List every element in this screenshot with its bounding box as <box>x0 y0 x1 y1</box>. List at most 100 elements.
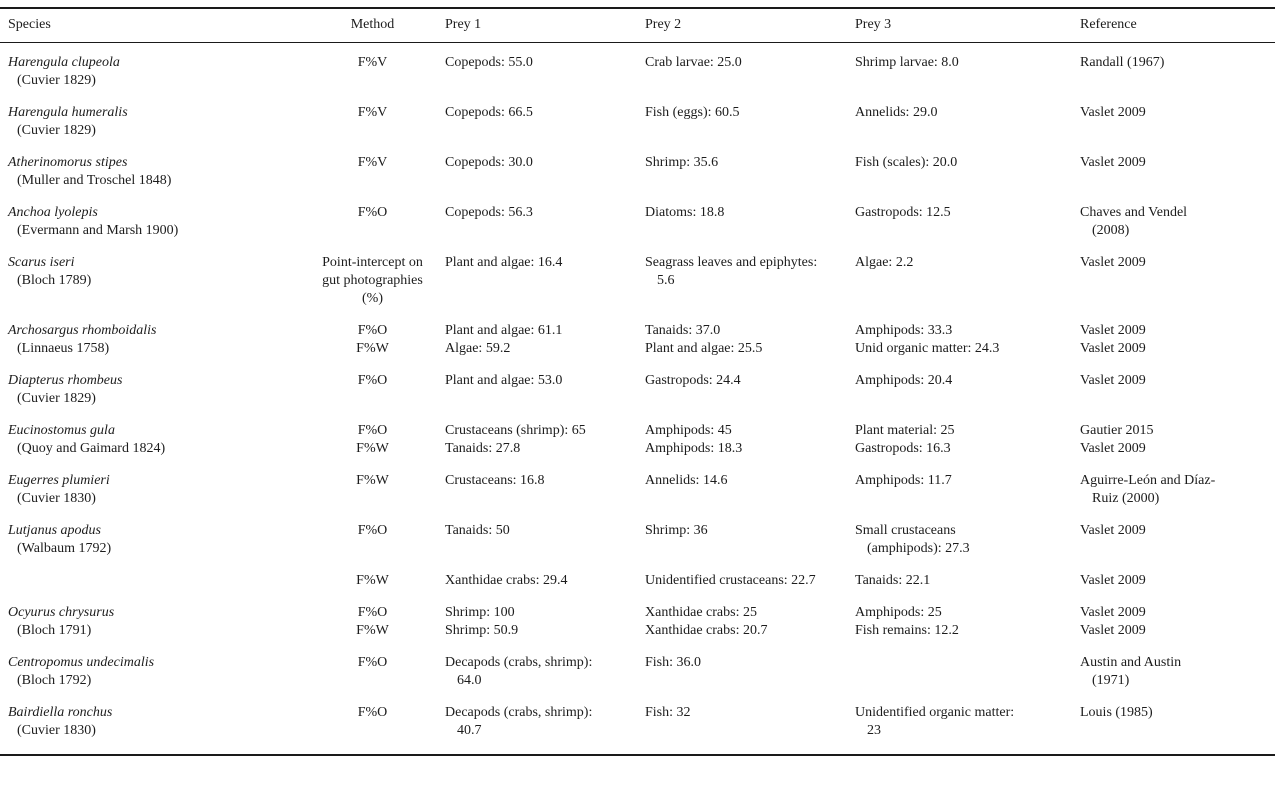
prey2-entry: Fish: 36.0 <box>645 655 702 670</box>
cell-prey1: Decapods (crabs, shrimp): 40.7 <box>445 704 645 755</box>
reference-entry: Randall (1967) <box>1080 55 1165 70</box>
cell-method: F%V <box>300 154 445 204</box>
cell-species: Eugerres plumieri (Cuvier 1830) <box>0 472 300 522</box>
method-value: F%O <box>357 423 388 438</box>
species-name: Diapterus rhombeus <box>8 373 123 388</box>
species-authority: (Bloch 1789) <box>17 273 92 288</box>
cell-prey3 <box>855 654 1080 704</box>
cell-method: F%V <box>300 43 445 105</box>
prey1-entry: Shrimp: 50.9 <box>445 623 519 638</box>
cell-prey2: Amphipods: 45 Amphipods: 18.3 <box>645 422 855 472</box>
cell-prey3: Amphipods: 33.3 Unid organic matter: 24.3 <box>855 322 1080 372</box>
prey2-entry: Fish (eggs): 60.5 <box>645 105 740 120</box>
method-value: F%W <box>356 441 389 456</box>
table-row: Eugerres plumieri (Cuvier 1830) F%W Crustac… <box>0 472 1275 522</box>
reference-entry: Louis (1985) <box>1080 705 1153 720</box>
cell-reference: Chaves and Vendel (2008) <box>1080 204 1275 254</box>
cell-species: Diapterus rhombeus (Cuvier 1829) <box>0 372 300 422</box>
cell-prey3: Amphipods: 25 Fish remains: 12.2 <box>855 604 1080 654</box>
prey2-entry: Shrimp: 35.6 <box>645 155 719 170</box>
cell-reference: Austin and Austin (1971) <box>1080 654 1275 704</box>
species-name: Atherinomorus stipes <box>8 155 128 170</box>
table-row: Archosargus rhomboidalis (Linnaeus 1758) F… <box>0 322 1275 372</box>
species-name: Eugerres plumieri <box>8 473 110 488</box>
species-name: Harengula humeralis <box>8 105 128 120</box>
cell-reference: Vaslet 2009 <box>1080 572 1275 604</box>
prey2-entry: Plant and algae: 25.5 <box>645 341 763 356</box>
cell-prey3: Tanaids: 22.1 <box>855 572 1080 604</box>
method-value: F%O <box>357 655 388 670</box>
cell-reference: Vaslet 2009 <box>1080 104 1275 154</box>
cell-method: F%O <box>300 204 445 254</box>
cell-species: Lutjanus apodus (Walbaum 1792) <box>0 522 300 572</box>
cell-prey2: Diatoms: 18.8 <box>645 204 855 254</box>
column-header-prey1: Prey 1 <box>445 8 645 43</box>
prey2-entry: Diatoms: 18.8 <box>645 205 725 220</box>
reference-entry: Vaslet 2009 <box>1080 441 1146 456</box>
species-name: Archosargus rhomboidalis <box>8 323 157 338</box>
cell-prey2: Xanthidae crabs: 25 Xanthidae crabs: 20.7 <box>645 604 855 654</box>
species-authority: (Cuvier 1829) <box>17 73 96 88</box>
prey2-entry: Xanthidae crabs: 20.7 <box>645 623 768 638</box>
method-value: F%W <box>356 341 389 356</box>
prey2-entry: Amphipods: 18.3 <box>645 441 743 456</box>
prey1-entry: Copepods: 56.3 <box>445 205 533 220</box>
prey1-entry: Shrimp: 100 <box>445 605 515 620</box>
prey2-entry: Amphipods: 45 <box>645 423 732 438</box>
prey3-entry: Amphipods: 33.3 <box>855 323 953 338</box>
cell-prey2: Gastropods: 24.4 <box>645 372 855 422</box>
reference-entry: Vaslet 2009 <box>1080 105 1146 120</box>
prey1-entry: Decapods (crabs, shrimp): 64.0 <box>445 655 593 688</box>
cell-species: Atherinomorus stipes (Muller and Troschel… <box>0 154 300 204</box>
reference-entry: Vaslet 2009 <box>1080 255 1146 270</box>
cell-prey2: Tanaids: 37.0 Plant and algae: 25.5 <box>645 322 855 372</box>
prey3-entry: Gastropods: 16.3 <box>855 441 951 456</box>
species-authority: (Walbaum 1792) <box>17 541 112 556</box>
reference-entry: Vaslet 2009 <box>1080 605 1146 620</box>
cell-prey2: Fish: 32 <box>645 704 855 755</box>
cell-reference: Vaslet 2009 Vaslet 2009 <box>1080 604 1275 654</box>
cell-method: Point-intercept on gut photographies (%) <box>300 254 445 322</box>
prey1-entry: Xanthidae crabs: 29.4 <box>445 573 568 588</box>
prey3-entry: Tanaids: 22.1 <box>855 573 931 588</box>
cell-prey1: Copepods: 66.5 <box>445 104 645 154</box>
column-header-reference: Reference <box>1080 8 1275 43</box>
table-row: Diapterus rhombeus (Cuvier 1829) F%O Plant … <box>0 372 1275 422</box>
species-name: Centropomus undecimalis <box>8 655 155 670</box>
table-row: Harengula humeralis (Cuvier 1829) F%V Copep… <box>0 104 1275 154</box>
species-authority: (Cuvier 1830) <box>17 723 96 738</box>
cell-prey3: Amphipods: 20.4 <box>855 372 1080 422</box>
cell-reference: Vaslet 2009 <box>1080 254 1275 322</box>
cell-species: Centropomus undecimalis (Bloch 1792) <box>0 654 300 704</box>
cell-prey1: Plant and algae: 61.1 Algae: 59.2 <box>445 322 645 372</box>
prey3-entry: Amphipods: 11.7 <box>855 473 952 488</box>
reference-entry: Vaslet 2009 <box>1080 155 1146 170</box>
cell-species: Bairdiella ronchus (Cuvier 1830) <box>0 704 300 755</box>
prey1-entry: Crustaceans (shrimp): 65 <box>445 423 586 438</box>
prey3-entry: Amphipods: 25 <box>855 605 942 620</box>
table-row: Atherinomorus stipes (Muller and Troschel… <box>0 154 1275 204</box>
method-value: Point-intercept on gut photographies (%) <box>322 255 423 306</box>
cell-prey2: Shrimp: 36 <box>645 522 855 572</box>
method-value: F%O <box>357 323 388 338</box>
method-value: F%W <box>356 473 389 488</box>
table-row: Scarus iseri (Bloch 1789) Point-intercept … <box>0 254 1275 322</box>
cell-reference: Vaslet 2009 Vaslet 2009 <box>1080 322 1275 372</box>
reference-entry: Vaslet 2009 <box>1080 623 1146 638</box>
cell-prey1: Copepods: 56.3 <box>445 204 645 254</box>
cell-prey3: Shrimp larvae: 8.0 <box>855 43 1080 105</box>
cell-method: F%W <box>300 472 445 522</box>
prey3-entry: Unidentified organic matter: 23 <box>855 705 1015 738</box>
prey2-entry: Tanaids: 37.0 <box>645 323 721 338</box>
diet-composition-table: Species Method Prey 1 Prey 2 Prey 3 Refe… <box>0 7 1275 756</box>
method-value: F%V <box>357 155 388 170</box>
table-body: Harengula clupeola (Cuvier 1829) F%V Copepo… <box>0 43 1275 756</box>
cell-prey1: Decapods (crabs, shrimp): 64.0 <box>445 654 645 704</box>
prey1-entry: Tanaids: 27.8 <box>445 441 521 456</box>
table-row: Eucinostomus gula (Quoy and Gaimard 1824)… <box>0 422 1275 472</box>
prey1-entry: Copepods: 55.0 <box>445 55 533 70</box>
table-row: Anchoa lyolepis (Evermann and Marsh 1900)… <box>0 204 1275 254</box>
species-authority: (Bloch 1792) <box>17 673 92 688</box>
prey2-entry: Xanthidae crabs: 25 <box>645 605 757 620</box>
species-name: Anchoa lyolepis <box>8 205 98 220</box>
